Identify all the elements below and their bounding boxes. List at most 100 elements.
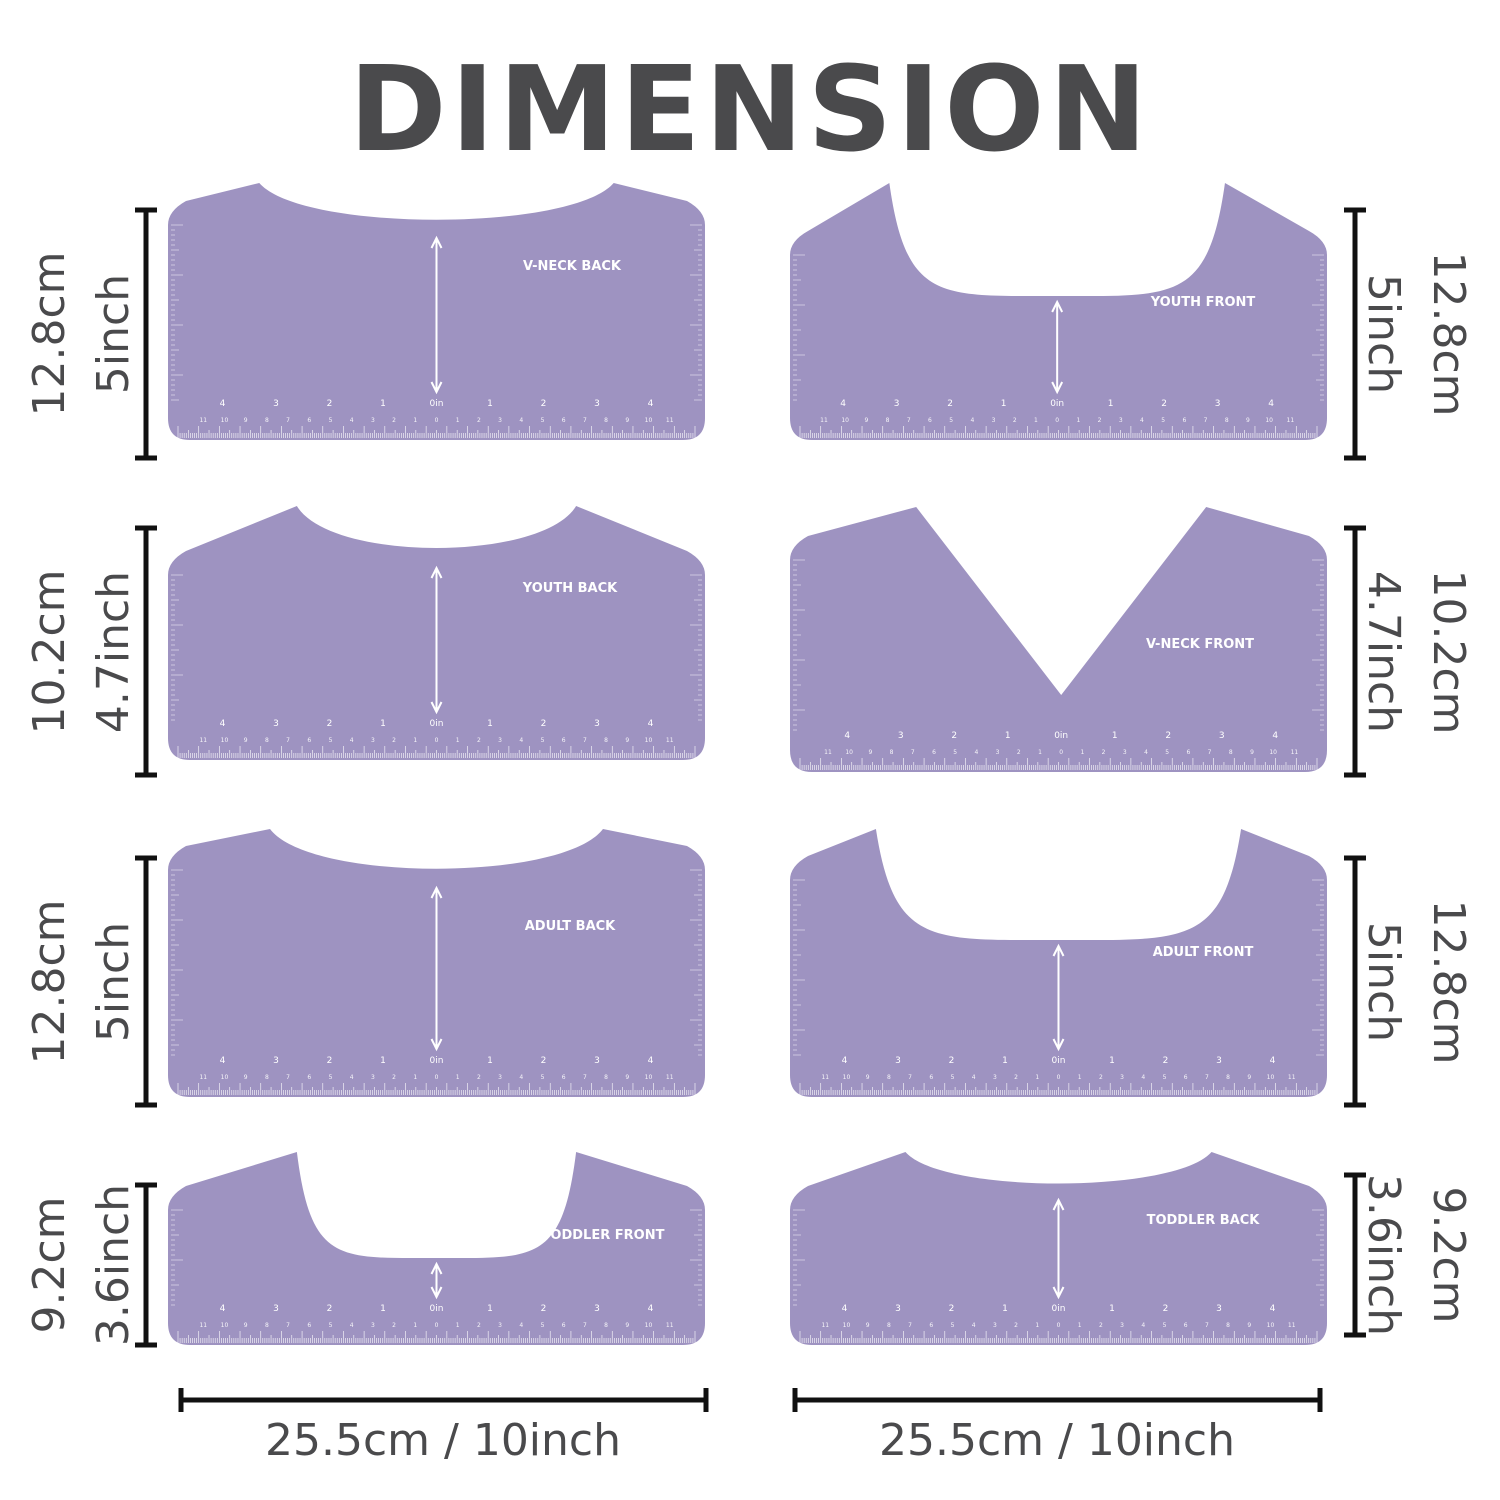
cm-number: 11	[1287, 417, 1295, 424]
inch-number: 3	[898, 731, 904, 741]
cm-number: 11	[666, 417, 674, 424]
cm-number: 5	[329, 1074, 333, 1081]
inch-number: 3	[1216, 1304, 1222, 1314]
cm-number: 10	[841, 417, 849, 424]
cm-number: 0	[435, 737, 439, 744]
cm-number: 9	[1247, 1074, 1251, 1081]
inch-number: 4	[648, 1304, 654, 1314]
page-title: DIMENSION	[348, 40, 1152, 178]
inch-number: 4	[220, 399, 226, 409]
arrow-head-down	[430, 381, 443, 395]
cm-number: 5	[541, 1074, 545, 1081]
arrow-head-up	[430, 565, 443, 579]
ruler-label: YOUTH BACK	[522, 581, 618, 596]
height-inch-label: 5inch	[88, 921, 139, 1042]
cm-number: 4	[350, 737, 354, 744]
inch-number: 1	[1002, 1056, 1008, 1066]
inch-number: 2	[947, 399, 953, 409]
cm-number: 7	[583, 1322, 587, 1329]
cm-number: 0	[1057, 1074, 1061, 1081]
cm-number: 10	[645, 737, 653, 744]
cm-number: 2	[477, 737, 481, 744]
cm-number: 11	[199, 1322, 207, 1329]
cm-number: 2	[1014, 1322, 1018, 1329]
inch-number: 2	[1163, 1304, 1169, 1314]
cm-number: 8	[265, 1074, 269, 1081]
inch-number: 0in	[1054, 731, 1068, 741]
cm-number: 1	[1034, 417, 1038, 424]
inch-number: 3	[594, 1304, 600, 1314]
height-cm-label: 9.2cm	[24, 1196, 75, 1334]
cm-number: 3	[498, 737, 502, 744]
cm-number: 9	[625, 1322, 629, 1329]
cm-number: 11	[199, 737, 207, 744]
cm-number: 11	[820, 417, 828, 424]
cm-number: 4	[519, 737, 523, 744]
cm-number: 1	[456, 1322, 460, 1329]
cm-number: 6	[929, 1074, 933, 1081]
cm-number: 11	[199, 1074, 207, 1081]
inch-number: 3	[894, 399, 900, 409]
cm-number: 5	[951, 1322, 955, 1329]
inch-number: 3	[273, 719, 279, 729]
cm-number: 1	[1035, 1322, 1039, 1329]
ruler-label: YOUTH FRONT	[1150, 295, 1256, 310]
cm-number: 3	[371, 1074, 375, 1081]
cm-number: 3	[1120, 1322, 1124, 1329]
ruler-label: ADULT FRONT	[1153, 945, 1254, 960]
cm-number: 8	[604, 1074, 608, 1081]
ruler-label: V-NECK FRONT	[1146, 637, 1254, 652]
cm-number: 4	[1140, 417, 1144, 424]
height-inch-label: 3.6inch	[88, 1183, 139, 1347]
inch-number: 0in	[1050, 399, 1064, 409]
cm-number: 5	[953, 749, 957, 756]
cm-number: 7	[1208, 749, 1212, 756]
inch-number: 4	[648, 1056, 654, 1066]
cm-number: 11	[199, 417, 207, 424]
inch-number: 4	[648, 399, 654, 409]
cm-number: 3	[371, 417, 375, 424]
cm-number: 11	[824, 749, 832, 756]
cm-number: 5	[951, 1074, 955, 1081]
cm-number: 6	[1186, 749, 1190, 756]
cm-number: 8	[1226, 1074, 1230, 1081]
inch-number: 1	[1109, 1056, 1115, 1066]
cm-number: 4	[519, 1322, 523, 1329]
cm-number: 3	[371, 1322, 375, 1329]
height-inch-label: 5inch	[88, 273, 139, 395]
cm-number: 3	[498, 417, 502, 424]
cm-number: 3	[1119, 417, 1123, 424]
cm-number: 6	[1184, 1074, 1188, 1081]
inch-number: 2	[949, 1056, 955, 1066]
cm-number: 6	[562, 1074, 566, 1081]
cm-number: 10	[221, 417, 229, 424]
cm-number: 10	[221, 1322, 229, 1329]
cm-number: 1	[456, 417, 460, 424]
ruler-label: TODDLER FRONT	[542, 1228, 665, 1243]
cm-number: 0	[1055, 417, 1059, 424]
cm-number: 6	[307, 1322, 311, 1329]
width-label: 25.5cm / 10inch	[265, 1415, 621, 1466]
cm-number: 7	[286, 417, 290, 424]
inch-number: 0in	[430, 719, 444, 729]
cm-number: 4	[1141, 1322, 1145, 1329]
inch-number: 1	[380, 399, 386, 409]
cm-number: 1	[413, 1322, 417, 1329]
cm-number: 0	[1057, 1322, 1061, 1329]
inch-number: 4	[1268, 399, 1274, 409]
cm-number: 3	[996, 749, 1000, 756]
cm-number: 3	[371, 737, 375, 744]
cm-number: 1	[1038, 749, 1042, 756]
inch-number: 2	[1163, 1056, 1169, 1066]
cm-number: 9	[1246, 417, 1250, 424]
inch-number: 2	[327, 1304, 333, 1314]
cm-number: 2	[1102, 749, 1106, 756]
inch-number: 3	[273, 399, 279, 409]
cm-number: 9	[864, 417, 868, 424]
cm-number: 4	[350, 417, 354, 424]
cm-number: 5	[1163, 1322, 1167, 1329]
cm-number: 1	[1080, 749, 1084, 756]
cm-number: 9	[1250, 749, 1254, 756]
